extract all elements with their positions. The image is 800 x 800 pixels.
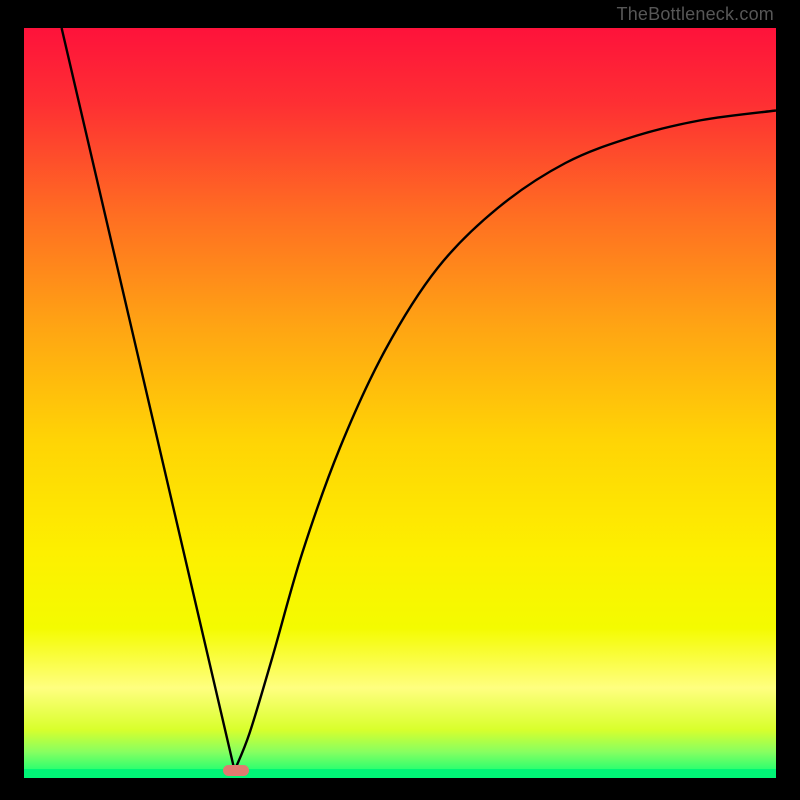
chart-frame <box>0 0 800 800</box>
bottleneck-curve <box>62 28 776 771</box>
plot-area <box>24 28 776 778</box>
watermark-text: TheBottleneck.com <box>617 4 774 25</box>
dip-marker <box>223 765 249 776</box>
curve-layer <box>24 28 776 778</box>
